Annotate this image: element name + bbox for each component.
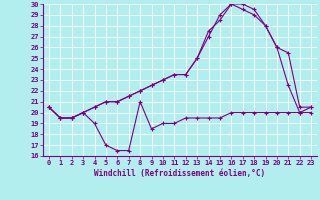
X-axis label: Windchill (Refroidissement éolien,°C): Windchill (Refroidissement éolien,°C) [94, 169, 266, 178]
